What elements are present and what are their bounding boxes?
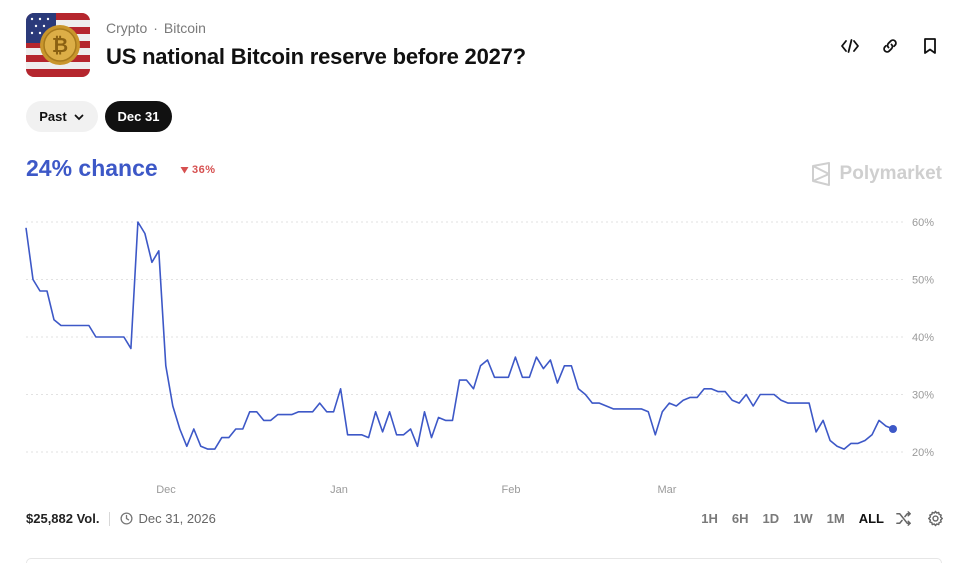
svg-text:₿: ₿ — [52, 33, 68, 57]
range-6h[interactable]: 6H — [731, 511, 749, 526]
chart-actions — [894, 509, 944, 527]
chance-change: 36% — [180, 164, 216, 176]
market-title: US national Bitcoin reserve before 2027? — [106, 44, 526, 69]
down-triangle-icon — [180, 167, 189, 174]
range-1m[interactable]: 1M — [826, 511, 845, 526]
divider — [109, 511, 111, 526]
end-date: Dec 31, 2026 — [120, 511, 216, 526]
range-1d[interactable]: 1D — [762, 511, 780, 526]
chance-value: 24% chance — [26, 155, 158, 181]
x-tick-label: Mar — [658, 484, 677, 496]
volume: $25,882 Vol. — [26, 511, 100, 526]
chance-change-value: 36% — [192, 164, 216, 176]
settings-gear-icon[interactable] — [926, 509, 944, 527]
bitcoin-flag-image: ₿ — [26, 13, 90, 77]
breadcrumb: Crypto · Bitcoin — [106, 20, 206, 36]
y-tick-label: 60% — [912, 217, 934, 229]
y-tick-label: 40% — [912, 332, 934, 344]
past-dropdown-label: Past — [39, 109, 67, 124]
header-actions — [838, 34, 942, 58]
chevron-down-icon — [74, 114, 84, 120]
range-all[interactable]: ALL — [858, 511, 884, 526]
market-stats: $25,882 Vol. Dec 31, 2026 — [26, 511, 216, 526]
breadcrumb-category[interactable]: Crypto — [106, 20, 148, 36]
end-date-label: Dec 31, 2026 — [138, 511, 216, 526]
shuffle-icon[interactable] — [894, 509, 912, 527]
bookmark-icon[interactable] — [918, 34, 942, 58]
past-dropdown[interactable]: Past — [26, 101, 98, 132]
y-tick-label: 30% — [912, 390, 934, 402]
time-range-selector: 1H 6H 1D 1W 1M ALL — [701, 511, 884, 526]
x-tick-label: Dec — [156, 484, 176, 496]
range-1h[interactable]: 1H — [701, 511, 718, 526]
polymarket-logo-icon — [811, 162, 830, 186]
next-section-card — [26, 558, 942, 563]
date-pill-label: Dec 31 — [117, 109, 160, 124]
embed-code-icon[interactable] — [838, 34, 862, 58]
y-tick-label: 20% — [912, 447, 934, 459]
x-tick-label: Jan — [330, 484, 348, 496]
brand-name: Polymarket — [839, 163, 942, 184]
current-value-dot — [889, 425, 897, 433]
polymarket-logo: Polymarket — [810, 162, 942, 186]
clock-icon — [120, 512, 134, 525]
date-pill-dec-31[interactable]: Dec 31 — [105, 101, 172, 132]
market-thumbnail: ₿ — [26, 13, 90, 77]
range-1w[interactable]: 1W — [793, 511, 813, 526]
price-chart[interactable]: 60% 50% 40% 30% 20% Dec Jan Feb Mar — [0, 200, 960, 500]
breadcrumb-subcategory[interactable]: Bitcoin — [163, 20, 206, 36]
x-tick-label: Feb — [502, 484, 521, 496]
breadcrumb-separator: · — [153, 20, 158, 36]
chance-series-line — [25, 221, 894, 450]
link-icon[interactable] — [878, 34, 902, 58]
y-tick-label: 50% — [912, 275, 934, 287]
